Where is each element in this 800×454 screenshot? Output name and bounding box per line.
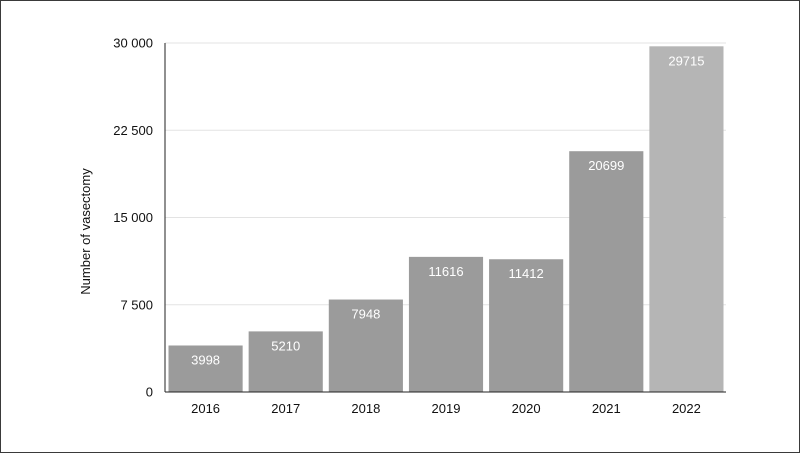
bar-2022	[649, 46, 724, 393]
data-label-2017: 5210	[271, 338, 300, 353]
bar-2020	[489, 259, 564, 392]
x-tick-labels: 2016 2017 2018 2019 2020 2021 2022	[191, 401, 701, 416]
bars: 3998 5210 7948 11616 11412 20699 29715	[168, 46, 724, 393]
y-tick-labels: 0 7 500 15 000 22 500 30 000	[113, 36, 153, 400]
data-label-2019: 11616	[428, 264, 463, 279]
data-label-2018: 7948	[351, 307, 380, 322]
data-label-2022: 29715	[668, 53, 704, 68]
bar-2018	[328, 299, 403, 392]
data-label-2021: 20699	[588, 158, 624, 173]
y-axis-label: Number of vasectomy	[78, 168, 93, 295]
x-tick-label: 2019	[432, 401, 461, 416]
x-tick-label: 2020	[512, 401, 541, 416]
bar-2021	[569, 151, 644, 392]
bar-2016	[168, 345, 243, 392]
y-tick-label: 30 000	[113, 36, 153, 51]
data-label-2016: 3998	[191, 352, 220, 367]
x-tick-label: 2018	[351, 401, 380, 416]
x-tick-label: 2022	[672, 401, 701, 416]
bar-2017	[248, 331, 323, 392]
y-tick-label: 15 000	[113, 210, 153, 225]
y-tick-label: 22 500	[113, 123, 153, 138]
data-label-2020: 11412	[509, 266, 544, 281]
x-tick-label: 2016	[191, 401, 220, 416]
x-tick-label: 2021	[592, 401, 621, 416]
bar-2019	[408, 256, 484, 392]
y-tick-label: 0	[146, 385, 153, 400]
axes	[164, 43, 726, 393]
y-tick-label: 7 500	[120, 297, 153, 312]
x-tick-label: 2017	[271, 401, 300, 416]
